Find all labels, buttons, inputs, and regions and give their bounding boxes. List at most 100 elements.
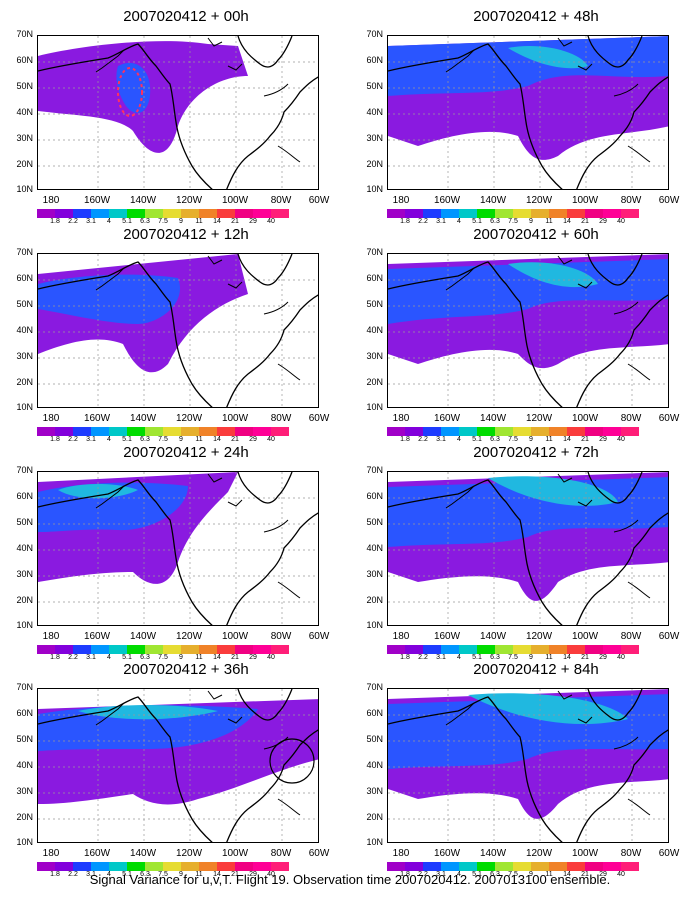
longitude-label: 80W	[620, 848, 642, 859]
colorbar-label: 5.1	[122, 436, 132, 443]
longitude-label: 180	[392, 413, 410, 424]
longitude-label: 180	[392, 848, 410, 859]
colorbar-segment	[621, 645, 639, 654]
colorbar-segment	[477, 862, 495, 871]
colorbar-label: 6.3	[140, 871, 150, 878]
colorbar-label: 7.5	[158, 436, 168, 443]
latitude-label: 10N	[16, 837, 33, 847]
longitude-label: 120W	[175, 848, 203, 859]
latitude-label: 30N	[366, 133, 383, 143]
variance-map	[387, 471, 669, 626]
latitude-label: 10N	[366, 184, 383, 194]
latitude-label: 70N	[16, 247, 33, 257]
colorbar-segment	[37, 427, 55, 436]
latitude-label: 70N	[16, 29, 33, 39]
latitude-label: 40N	[366, 543, 383, 553]
colorbar-segment	[405, 427, 423, 436]
colorbar-label: 7.5	[508, 654, 518, 661]
colorbar-label: 11	[545, 654, 553, 661]
colorbar-label: 3.1	[86, 654, 96, 661]
colorbar-segment	[271, 645, 289, 654]
colorbar-label: 4	[107, 436, 111, 443]
colorbar-label: 11	[195, 436, 203, 443]
colorbar-segment	[585, 209, 603, 218]
colorbar-label: 7.5	[158, 871, 168, 878]
colorbar-label: 9	[529, 871, 533, 878]
colorbar-segment	[271, 862, 289, 871]
colorbar-segment	[477, 209, 495, 218]
colorbar-label: 2.2	[418, 871, 428, 878]
colorbar-label: 40	[617, 436, 625, 443]
colorbar-segment	[549, 645, 567, 654]
panel-title: 2007020412 + 24h	[123, 444, 249, 461]
longitude-label: 80W	[270, 848, 292, 859]
longitude-label: 180	[42, 413, 60, 424]
latitude-label: 20N	[16, 377, 33, 387]
latitude-label: 70N	[16, 465, 33, 475]
colorbar-segment	[513, 209, 531, 218]
colorbar-segment	[513, 862, 531, 871]
colorbar-segment	[181, 427, 199, 436]
latitude-label: 40N	[16, 543, 33, 553]
colorbar-label: 3.1	[86, 871, 96, 878]
colorbar	[387, 862, 639, 871]
colorbar-segment	[405, 862, 423, 871]
longitude-label: 60W	[308, 195, 330, 206]
colorbar-segment	[37, 209, 55, 218]
colorbar-segment	[459, 645, 477, 654]
longitude-label: 140W	[479, 631, 507, 642]
variance-map	[387, 35, 669, 190]
latitude-label: 20N	[16, 595, 33, 605]
colorbar-label: 9	[179, 871, 183, 878]
longitude-label: 140W	[129, 195, 157, 206]
figure-caption: Signal Variance for u,v,T. Flight 19. Ob…	[89, 872, 611, 887]
colorbar-segment	[387, 427, 405, 436]
colorbar-segment	[127, 209, 145, 218]
colorbar-segment	[495, 209, 513, 218]
colorbar-label: 29	[599, 436, 607, 443]
colorbar-segment	[235, 427, 253, 436]
colorbar-segment	[603, 427, 621, 436]
colorbar-segment	[109, 209, 127, 218]
colorbar-segment	[37, 862, 55, 871]
colorbar-label: 4	[107, 654, 111, 661]
longitude-label: 140W	[129, 848, 157, 859]
colorbar-segment	[73, 427, 91, 436]
longitude-label: 60W	[308, 848, 330, 859]
colorbar-segment	[181, 645, 199, 654]
colorbar	[37, 862, 289, 871]
longitude-label: 120W	[175, 195, 203, 206]
latitude-label: 60N	[16, 273, 33, 283]
latitude-label: 10N	[16, 402, 33, 412]
colorbar	[37, 209, 289, 218]
colorbar-segment	[37, 645, 55, 654]
longitude-label: 100W	[571, 413, 599, 424]
latitude-label: 50N	[366, 299, 383, 309]
latitude-label: 30N	[16, 351, 33, 361]
panel-title: 2007020412 + 48h	[473, 8, 599, 25]
colorbar-segment	[235, 862, 253, 871]
colorbar-segment	[91, 209, 109, 218]
colorbar-label: 29	[599, 654, 607, 661]
colorbar-label: 9	[179, 654, 183, 661]
colorbar-segment	[459, 427, 477, 436]
colorbar	[387, 427, 639, 436]
colorbar-segment	[271, 209, 289, 218]
colorbar-label: 5.1	[472, 871, 482, 878]
colorbar-segment	[163, 427, 181, 436]
longitude-label: 180	[392, 631, 410, 642]
latitude-label: 30N	[366, 351, 383, 361]
colorbar-segment	[423, 209, 441, 218]
colorbar-label: 5.1	[472, 436, 482, 443]
latitude-label: 60N	[366, 273, 383, 283]
colorbar-label: 3.1	[86, 218, 96, 225]
colorbar-label: 6.3	[490, 871, 500, 878]
colorbar-segment	[549, 862, 567, 871]
longitude-label: 100W	[221, 848, 249, 859]
colorbar-label: 5.1	[122, 218, 132, 225]
colorbar-segment	[603, 209, 621, 218]
latitude-label: 60N	[366, 708, 383, 718]
colorbar-label: 6.3	[140, 654, 150, 661]
colorbar-label: 1.8	[50, 654, 60, 661]
colorbar-label: 11	[195, 654, 203, 661]
